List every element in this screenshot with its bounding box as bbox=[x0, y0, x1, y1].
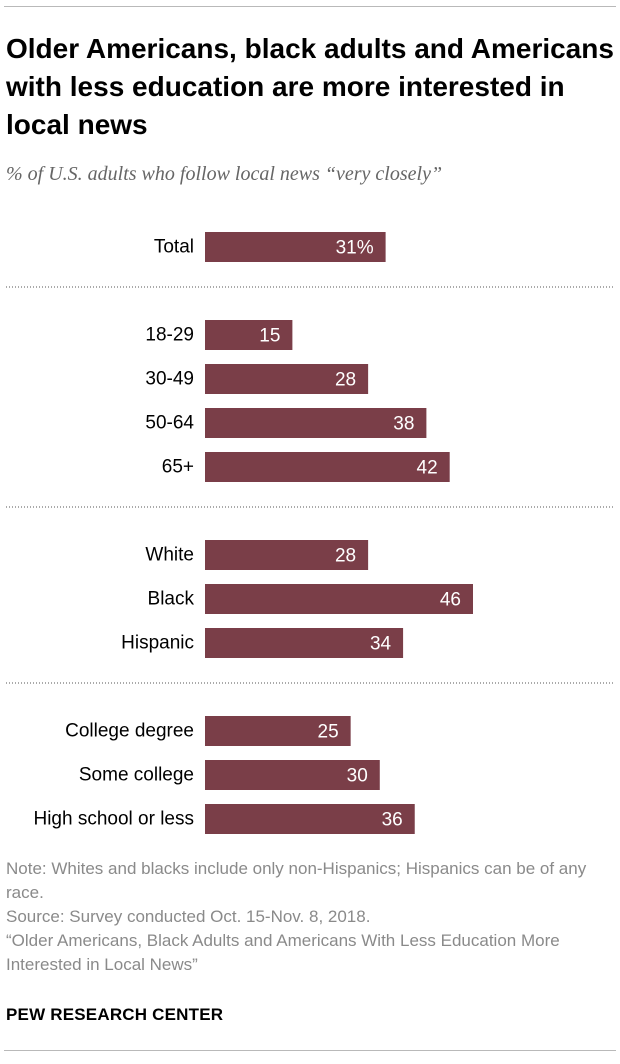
report-title-text: “Older Americans, Black Adults and Ameri… bbox=[6, 931, 560, 974]
bar-hispanic bbox=[205, 628, 404, 658]
category-label-some-college: Some college bbox=[79, 765, 194, 786]
top-rule bbox=[4, 6, 616, 7]
value-label-65: 42 bbox=[417, 458, 438, 479]
bar-black bbox=[205, 584, 473, 614]
category-label-high-school-or-less: High school or less bbox=[33, 809, 194, 830]
bottom-rule bbox=[4, 1050, 616, 1051]
value-label-college-degree: 25 bbox=[318, 722, 339, 743]
value-label-total: 31% bbox=[336, 238, 374, 259]
category-label-black: Black bbox=[148, 589, 195, 610]
value-label-some-college: 30 bbox=[347, 766, 368, 787]
value-label-hispanic: 34 bbox=[370, 634, 392, 655]
category-label-total: Total bbox=[154, 237, 194, 258]
value-label-white: 28 bbox=[335, 546, 356, 567]
value-label-30-49: 28 bbox=[335, 370, 356, 391]
category-label-50-64: 50-64 bbox=[145, 413, 194, 434]
brand-logo-text: PEW RESEARCH CENTER bbox=[6, 1005, 224, 1024]
category-label-hispanic: Hispanic bbox=[121, 633, 194, 654]
bar-high-school-or-less bbox=[205, 804, 415, 834]
source-text: Source: Survey conducted Oct. 15-Nov. 8,… bbox=[6, 907, 371, 926]
value-label-50-64: 38 bbox=[393, 414, 414, 435]
chart-notes: Note: Whites and blacks include only non… bbox=[6, 857, 616, 977]
value-label-18-29: 15 bbox=[259, 326, 280, 347]
bar-chart: Total 31% 18-29 15 30-49 28 50-64 38 65+ 42 White 2… bbox=[6, 232, 614, 834]
bar-30-49 bbox=[205, 364, 369, 394]
category-label-30-49: 30-49 bbox=[145, 369, 194, 390]
category-label-college-degree: College degree bbox=[65, 721, 194, 742]
value-label-high-school-or-less: 36 bbox=[382, 810, 403, 831]
category-label-18-29: 18-29 bbox=[145, 325, 194, 346]
bar-college-degree bbox=[205, 716, 351, 746]
category-label-65: 65+ bbox=[162, 457, 194, 478]
bar-65 bbox=[205, 452, 450, 482]
category-label-white: White bbox=[145, 545, 194, 566]
bar-18-29 bbox=[205, 320, 293, 350]
bar-total bbox=[205, 232, 386, 262]
chart-subtitle: % of U.S. adults who follow local news “… bbox=[6, 163, 443, 185]
value-label-black: 46 bbox=[440, 590, 461, 611]
bar-white bbox=[205, 540, 369, 570]
chart-title: Older Americans, black adults and Americ… bbox=[6, 33, 614, 140]
bar-50-64 bbox=[205, 408, 427, 438]
note-text: Note: Whites and blacks include only non… bbox=[6, 859, 587, 902]
bar-some-college bbox=[205, 760, 380, 790]
